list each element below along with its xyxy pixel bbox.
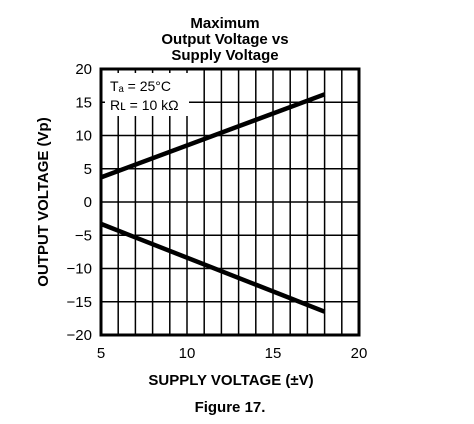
chart-title-line-2: Output Voltage vs	[161, 31, 289, 48]
x-tick-label: 15	[265, 345, 282, 362]
x-tick-label: 20	[351, 345, 368, 362]
annotation-ta: Tₐ = 25°C	[110, 78, 171, 94]
chart-title-line-1: Maximum	[190, 15, 260, 32]
y-tick-label: 15	[75, 94, 92, 111]
y-axis-label: OUTPUT VOLTAGE (Vp)	[35, 117, 52, 286]
series-line-2	[100, 221, 326, 314]
y-tick-label: 0	[84, 194, 92, 211]
x-tick-labels: 5 10 15 20	[97, 345, 368, 362]
figure-caption: Figure 17.	[194, 399, 266, 416]
chart-title-line-3: Supply Voltage	[171, 47, 279, 64]
y-tick-labels: 20 15 10 5 0 −5 −10 −15 −20	[67, 61, 92, 344]
y-tick-label: 10	[75, 128, 92, 145]
series-group	[100, 92, 326, 314]
y-tick-label: −15	[67, 294, 92, 311]
y-tick-label: −20	[67, 327, 92, 344]
y-tick-label: 20	[75, 61, 92, 78]
y-tick-label: 5	[84, 161, 92, 178]
x-tick-label: 10	[179, 345, 196, 362]
x-axis-label: SUPPLY VOLTAGE (±V)	[148, 372, 313, 389]
y-tick-label: −5	[75, 227, 92, 244]
series-line-1	[100, 92, 326, 180]
annotation-box	[105, 73, 189, 116]
x-tick-label: 5	[97, 345, 105, 362]
y-tick-label: −10	[67, 261, 92, 278]
grid	[101, 69, 359, 335]
annotation-rl: Rʟ = 10 kΩ	[110, 97, 179, 113]
